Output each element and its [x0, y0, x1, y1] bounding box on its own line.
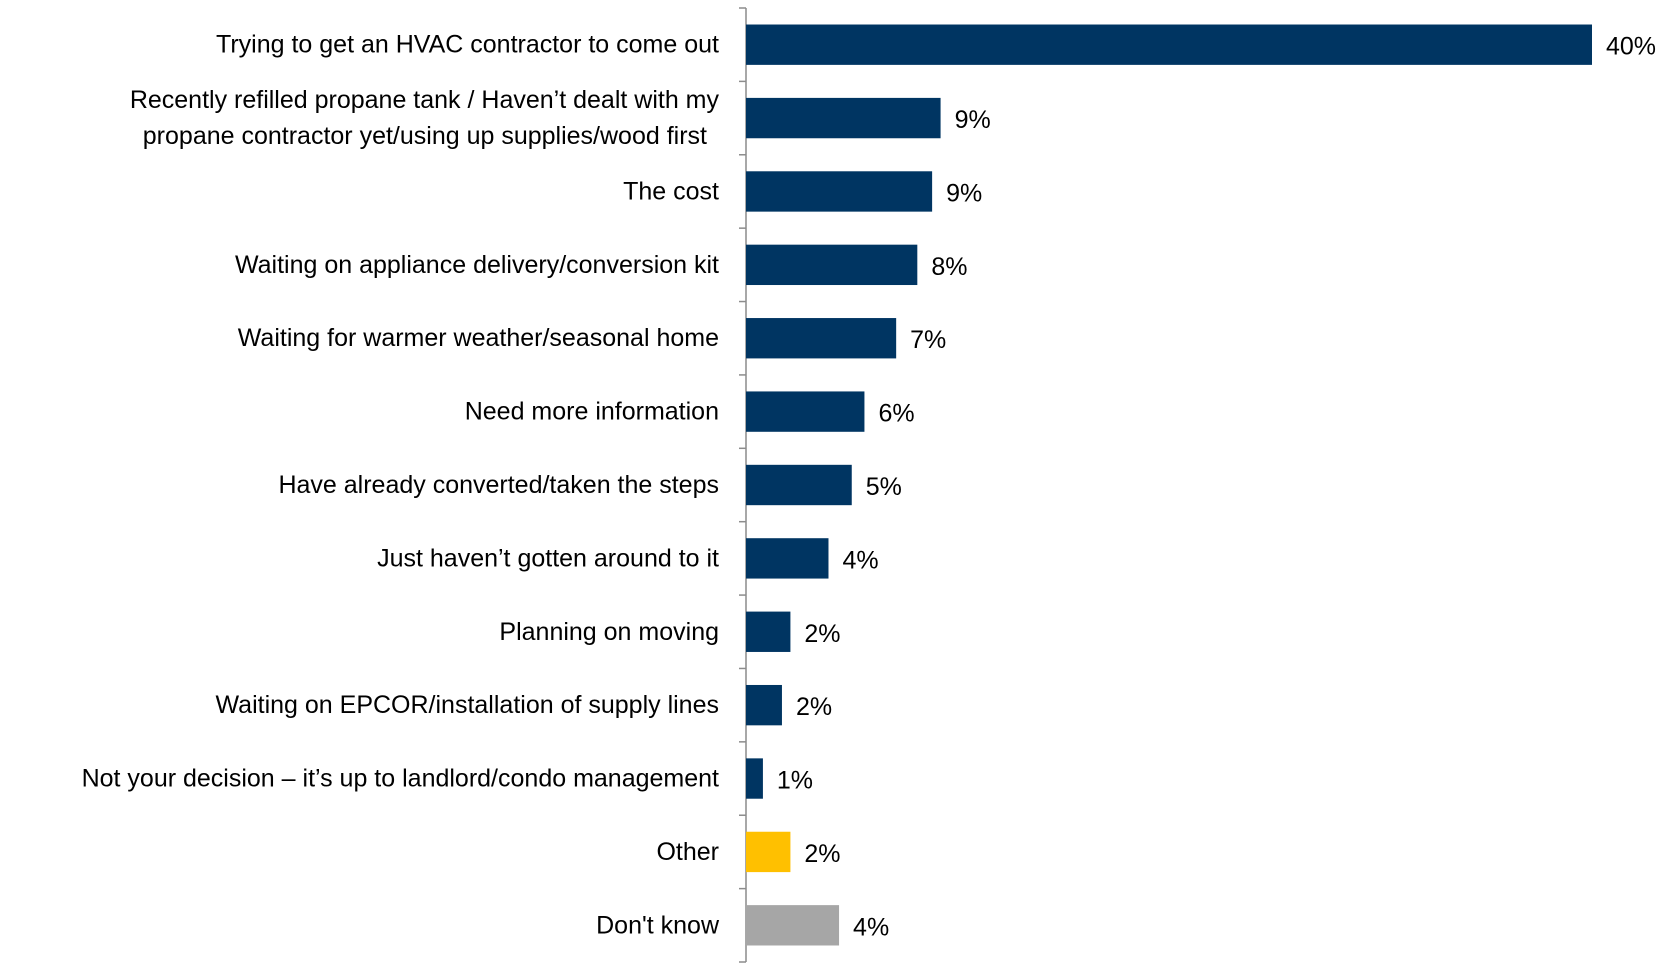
bars-group [746, 24, 1592, 946]
category-label: Waiting on EPCOR/installation of supply … [216, 691, 719, 719]
axis-ticks [739, 7, 746, 963]
value-label: 6% [878, 400, 914, 428]
value-label: 8% [931, 253, 967, 281]
category-labels-group: Trying to get an HVAC contractor to come… [82, 31, 720, 940]
category-label: Just haven’t gotten around to it [377, 544, 719, 572]
bar [746, 758, 763, 799]
bar [746, 538, 829, 579]
category-label: Not your decision – it’s up to landlord/… [82, 765, 719, 793]
category-label: Need more information [465, 398, 719, 426]
value-label: 5% [866, 473, 902, 501]
value-label: 1% [777, 767, 813, 795]
category-label: The cost [623, 177, 719, 205]
bar [746, 97, 941, 139]
value-label: 9% [946, 179, 982, 207]
bar [746, 684, 782, 726]
value-label: 7% [910, 326, 946, 354]
category-label: Have already converted/taken the steps [278, 471, 719, 499]
category-label: Other [656, 838, 719, 866]
bar [746, 464, 852, 506]
value-label: 2% [804, 620, 840, 648]
bar [746, 905, 840, 946]
value-labels-group: 40% 9% 9% 8% 7% 6% 5% 4% 2% 2% 1% 2% 4% [777, 33, 1656, 942]
category-label: Trying to get an HVAC contractor to come… [216, 31, 719, 59]
bar [746, 611, 791, 652]
category-label: Don't know [596, 911, 720, 939]
bar [746, 391, 865, 432]
bar [746, 244, 918, 286]
value-label: 2% [804, 840, 840, 868]
bar [746, 171, 933, 212]
category-label: propane contractor yet/using up supplies… [143, 122, 707, 150]
category-label: Planning on moving [499, 618, 719, 646]
category-label: Waiting for warmer weather/seasonal home [238, 324, 719, 352]
bar [746, 24, 1592, 65]
category-label: Recently refilled propane tank / Haven’t… [130, 86, 720, 114]
value-label: 4% [853, 913, 889, 941]
value-label: 4% [842, 546, 878, 574]
value-label: 40% [1606, 33, 1656, 61]
value-label: 9% [955, 106, 991, 134]
category-label: Waiting on appliance delivery/conversion… [235, 251, 719, 279]
bar [746, 831, 791, 873]
value-label: 2% [796, 693, 832, 721]
bar [746, 318, 897, 359]
